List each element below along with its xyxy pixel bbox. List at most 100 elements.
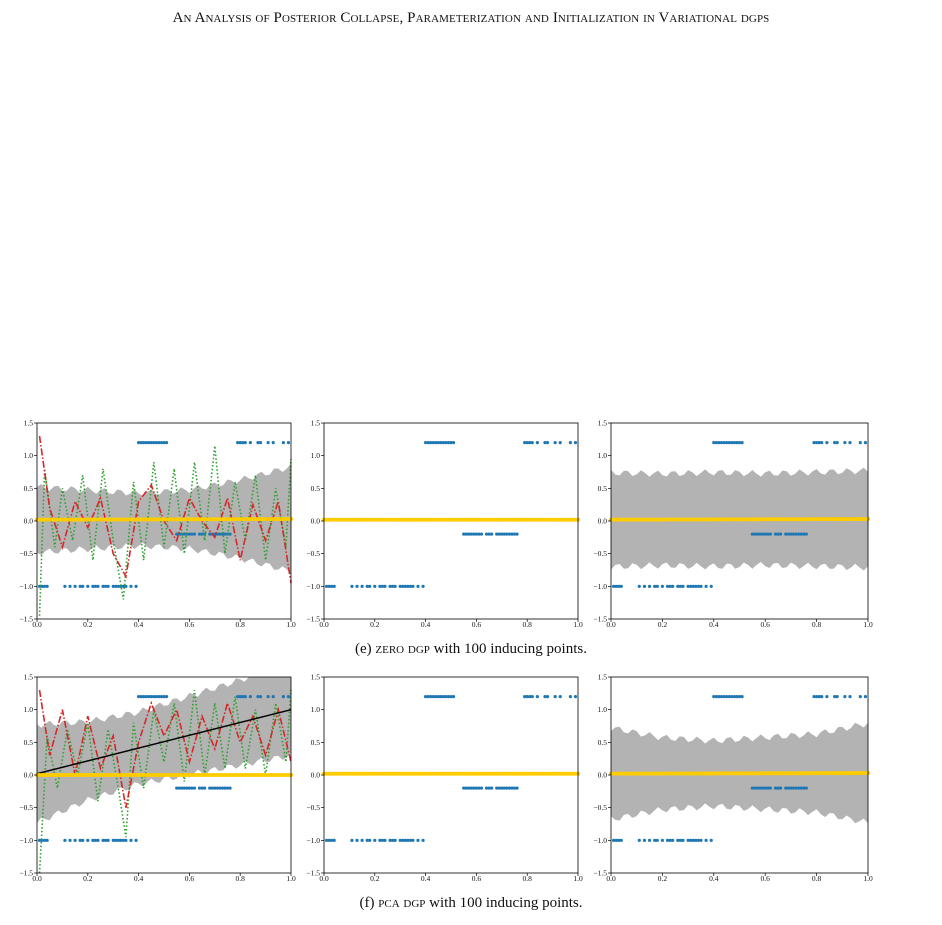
data-point	[365, 838, 369, 842]
data-point	[134, 584, 138, 588]
data-point	[203, 786, 207, 790]
data-point	[768, 532, 772, 536]
data-point	[68, 838, 72, 842]
data-point	[149, 695, 153, 699]
data-point	[106, 584, 110, 588]
data-point	[197, 532, 202, 536]
data-point	[665, 584, 670, 588]
data-point	[515, 532, 519, 536]
data-point	[446, 695, 451, 699]
sample-curve-dotted	[38, 689, 292, 874]
data-point	[469, 532, 473, 536]
data-point	[676, 584, 680, 588]
data-point	[753, 532, 757, 536]
data-point	[558, 695, 562, 699]
data-point	[568, 441, 572, 445]
data-point	[228, 532, 232, 536]
data-point	[794, 532, 798, 536]
y-tick-label: −1.5	[593, 615, 607, 624]
x-tick-label: 0.6	[185, 620, 195, 629]
data-point	[63, 838, 67, 842]
data-point	[185, 786, 189, 790]
data-point	[332, 584, 336, 588]
data-point	[507, 786, 512, 790]
x-tick-label: 0.4	[421, 874, 431, 883]
y-tick-label: 1.5	[24, 419, 34, 428]
x-tick-label: 0.8	[236, 620, 246, 629]
data-point	[431, 441, 435, 445]
data-point	[789, 532, 793, 536]
data-point	[238, 695, 242, 699]
data-point	[424, 695, 428, 699]
x-tick-label: 0.0	[319, 620, 329, 629]
data-point	[686, 838, 690, 842]
data-point	[266, 441, 270, 445]
data-point	[714, 441, 718, 445]
data-point	[360, 584, 364, 588]
data-point	[812, 695, 816, 699]
data-point	[431, 695, 435, 699]
caption-e-label: (e)	[355, 641, 372, 657]
data-point	[704, 838, 708, 842]
data-point	[812, 441, 816, 445]
data-point	[553, 695, 557, 699]
data-point	[668, 838, 672, 842]
data-point	[709, 584, 713, 588]
data-point	[477, 786, 481, 790]
data-point	[671, 584, 675, 588]
y-tick-label: −1.0	[593, 582, 607, 591]
data-point	[78, 838, 82, 842]
data-point	[393, 838, 397, 842]
x-tick-label: 0.8	[812, 620, 822, 629]
data-point	[91, 838, 95, 842]
panel-e-layer-3: 0.0 0.2 0.4 0.6 0.8 1.0 1.5 1.0 0.5 0.0 −0.5 −1.0 −1…	[593, 419, 873, 630]
data-point	[655, 584, 659, 588]
data-point	[637, 584, 641, 588]
data-point	[162, 695, 166, 699]
data-point	[477, 532, 481, 536]
data-point	[789, 786, 793, 790]
data-point	[495, 532, 499, 536]
data-point	[383, 838, 387, 842]
x-tick-label: 0.4	[709, 874, 719, 883]
data-point	[248, 695, 252, 699]
data-point	[737, 695, 742, 699]
caption-f: (f) pca dgp with 100 inducing points.	[0, 895, 942, 912]
data-point	[380, 584, 385, 588]
data-point	[139, 441, 143, 445]
y-tick-label: −1.5	[306, 615, 320, 624]
data-point	[510, 786, 514, 790]
data-point	[543, 695, 547, 699]
x-tick-label: 0.8	[812, 874, 822, 883]
data-point	[502, 532, 506, 536]
data-point	[81, 838, 85, 842]
data-point	[248, 441, 252, 445]
data-point	[619, 838, 623, 842]
caption-f-label: (f)	[359, 895, 375, 911]
data-point	[360, 838, 364, 842]
data-point	[439, 441, 443, 445]
y-tick-label: 1.5	[24, 673, 34, 682]
data-point	[474, 532, 478, 536]
data-point	[101, 838, 105, 842]
data-point	[799, 532, 803, 536]
data-point	[750, 786, 754, 790]
data-point	[487, 532, 491, 536]
data-point	[81, 584, 85, 588]
data-point	[241, 441, 245, 445]
data-point	[530, 695, 534, 699]
data-point	[256, 695, 260, 699]
data-point	[182, 786, 186, 790]
data-point	[103, 838, 108, 842]
y-tick-label: 0.5	[598, 738, 608, 747]
data-point	[495, 786, 499, 790]
data-point	[528, 441, 532, 445]
data-point	[451, 441, 456, 445]
data-point	[791, 532, 796, 536]
data-point	[187, 532, 191, 536]
data-point	[416, 838, 420, 842]
data-point	[187, 786, 191, 790]
data-point	[378, 838, 382, 842]
data-point	[190, 786, 194, 790]
data-point	[719, 441, 724, 445]
